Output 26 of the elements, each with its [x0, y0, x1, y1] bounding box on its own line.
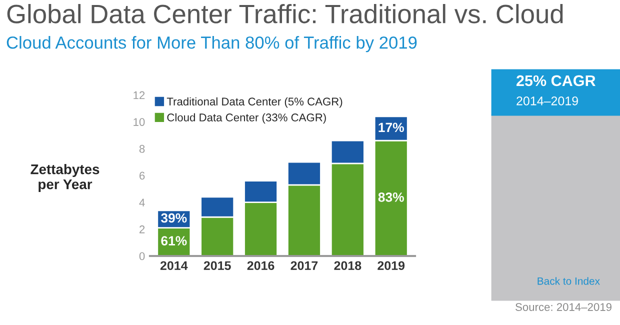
y-tick-label: 0	[139, 252, 145, 260]
chart-subtitle: Cloud Accounts for More Than 80% of Traffic by 2019	[6, 36, 417, 52]
x-tick-label: 2019	[378, 261, 405, 270]
x-tick-label: 2017	[290, 261, 318, 270]
x-tick-label: 2014	[160, 261, 188, 270]
y-tick-label: 8	[139, 144, 145, 153]
x-tick-label: 2018	[334, 261, 362, 270]
y-tick-label: 2	[140, 225, 145, 234]
annotation: 61%	[161, 236, 187, 246]
x-tick-label: 2016	[247, 261, 274, 270]
chart-title: Global Data Center Traffic: Traditional vs. Cloud	[7, 4, 563, 24]
x-tick-label: 2015	[204, 261, 231, 270]
text: 25% CAGR	[516, 75, 596, 86]
text: Back to Index	[538, 277, 600, 285]
y-tick-label: 4	[139, 198, 145, 206]
y-tick-label: 10	[134, 118, 145, 126]
y-tick-label: 6	[140, 172, 145, 180]
annotation: 39%	[160, 213, 187, 223]
source-note: Source: 2014–2019	[516, 303, 612, 311]
text: 2014–2019	[516, 96, 578, 106]
annotation: 17%	[378, 122, 404, 132]
y-tick-label: 12	[134, 91, 145, 100]
annotation: 83%	[378, 192, 404, 202]
y-axis-title: Zettabytes per Year	[30, 164, 100, 192]
legend-label: Traditional Data Center (5% CAGR)	[166, 97, 342, 108]
legend-label: Cloud Data Center (33% CAGR)	[167, 113, 326, 124]
